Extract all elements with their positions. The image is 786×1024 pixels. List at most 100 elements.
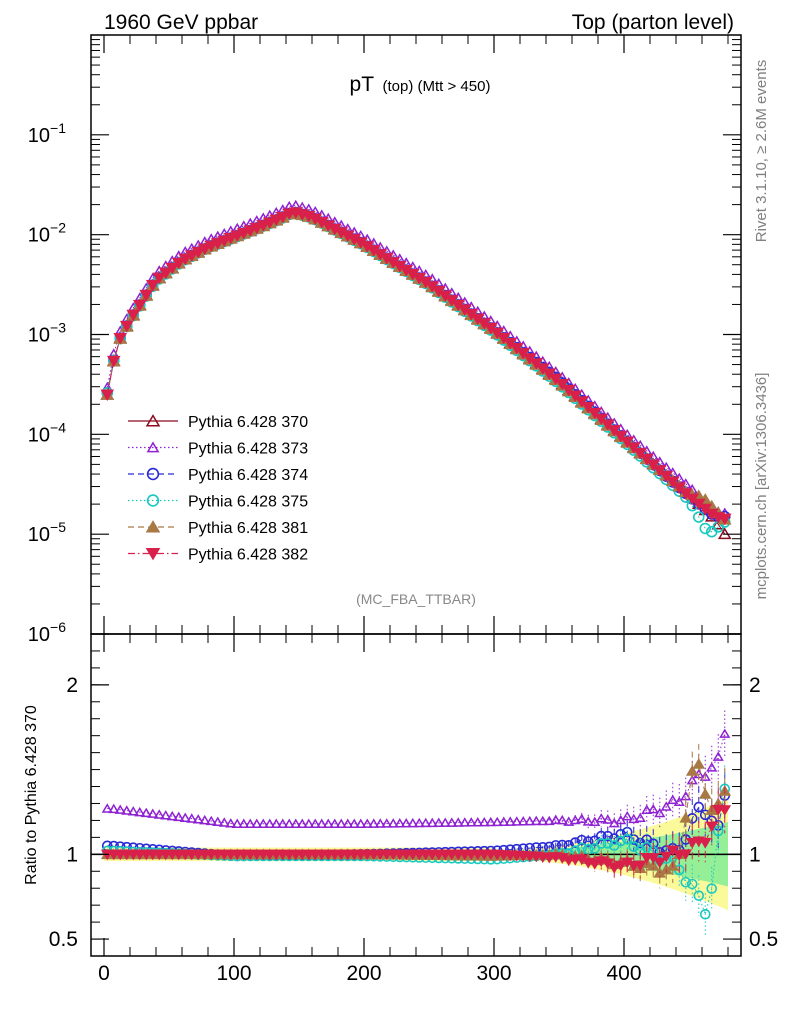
legend-marker	[145, 414, 161, 427]
ratio-point	[446, 817, 458, 827]
ratio-point	[335, 818, 347, 828]
ratio-point	[556, 814, 568, 825]
data-point	[197, 243, 212, 256]
ratio-point	[667, 794, 679, 804]
chart-title-sub: (top) (Mtt > 450)	[383, 78, 491, 95]
ratio-point	[485, 816, 497, 827]
ratio-y-axis: 0.5 0.5 1 1 2 2	[49, 650, 778, 951]
data-point	[152, 272, 167, 285]
legend-label: Pythia 6.428 381	[188, 520, 308, 537]
legend-label: Pythia 6.428 370	[188, 414, 308, 431]
ratio-point	[634, 812, 646, 823]
ratio-point	[283, 818, 295, 828]
chart-title: pT (top) (Mtt > 450)	[350, 73, 491, 96]
data-point	[223, 233, 238, 245]
ratio-point	[101, 803, 113, 813]
ratio-point	[342, 818, 354, 828]
legend-item: Pythia 6.428 374	[128, 467, 308, 484]
ratio-point	[472, 817, 484, 827]
data-point	[561, 384, 576, 397]
ratio-pythia-6-428-382	[100, 786, 732, 879]
data-point	[230, 230, 245, 243]
x-axis: 0 100 200 300 400	[98, 35, 729, 985]
ratio-point	[199, 814, 211, 825]
ratio-point	[582, 816, 594, 826]
ratio-y-tick-label-right: 0.5	[749, 928, 778, 951]
legend-label: Pythia 6.428 382	[188, 547, 308, 564]
ratio-point	[394, 818, 406, 828]
data-point	[171, 257, 186, 270]
ratio-point	[679, 849, 693, 861]
ratio-point	[368, 818, 380, 828]
ratio-series-layer	[100, 710, 732, 936]
ratio-point	[290, 818, 302, 828]
ratio-point	[679, 811, 693, 823]
ratio-point	[595, 813, 607, 823]
ratio-point	[680, 876, 692, 888]
ratio-point	[653, 857, 667, 869]
header-right: Top (parton level)	[572, 11, 734, 34]
data-point	[210, 238, 225, 250]
data-point	[139, 289, 154, 302]
x-tick-label: 200	[346, 962, 381, 985]
ratio-point	[524, 815, 536, 826]
ratio-point	[452, 817, 464, 827]
ratio-y-tick-label: 0.5	[49, 928, 78, 951]
ratio-point	[692, 758, 706, 769]
x-tick-label: 400	[606, 962, 641, 985]
ratio-y-tick-label-right: 1	[749, 843, 761, 866]
ratio-point	[160, 810, 172, 820]
ratio-point	[607, 862, 621, 874]
ratio-point	[504, 816, 516, 826]
ratio-point	[231, 818, 243, 828]
analysis-watermark: (MC_FBA_TTBAR)	[356, 591, 476, 607]
ratio-point	[582, 836, 594, 847]
ratio-point	[257, 818, 269, 828]
ratio-point	[706, 762, 718, 772]
ratio-point	[303, 818, 315, 828]
ratio-point	[322, 818, 334, 828]
ratio-point	[361, 818, 373, 828]
ratio-point	[192, 814, 204, 824]
data-point	[665, 476, 680, 489]
ratio-point	[693, 890, 705, 901]
main-panel-frame	[90, 34, 742, 635]
data-point	[249, 222, 264, 235]
ratio-point	[569, 814, 581, 825]
ratio-point	[108, 803, 120, 814]
data-point	[652, 465, 667, 477]
ratio-point	[498, 816, 510, 827]
ratio-point	[114, 804, 126, 814]
chart-title-main: pT	[350, 73, 375, 96]
rivet-label: Rivet 3.1.10, ≥ 2.6M events	[753, 60, 770, 243]
ratio-point	[659, 851, 673, 863]
data-point	[548, 373, 563, 386]
ratio-point	[296, 818, 308, 828]
data-point	[184, 250, 199, 262]
legend-item: Pythia 6.428 381	[128, 520, 308, 537]
ratio-point	[244, 818, 256, 828]
data-point	[204, 240, 219, 253]
data-point	[191, 247, 206, 259]
ratio-point	[465, 817, 477, 827]
data-point	[145, 280, 160, 292]
data-point	[236, 227, 251, 240]
ratio-point	[186, 813, 198, 823]
ratio-point	[374, 818, 386, 828]
ratio-point	[719, 728, 731, 738]
ratio-point	[491, 816, 503, 827]
x-tick-label: 300	[476, 962, 511, 985]
y-tick-label: 10−2	[28, 220, 66, 247]
ratio-point	[264, 818, 276, 828]
data-point	[587, 407, 602, 420]
ratio-point	[621, 833, 633, 845]
legend-marker	[145, 547, 161, 561]
data-point	[659, 471, 674, 483]
ratio-point	[348, 818, 360, 828]
ratio-point	[205, 815, 217, 826]
legend-label: Pythia 6.428 373	[188, 441, 308, 458]
ratio-y-tick-label-right: 2	[749, 674, 761, 697]
data-point	[262, 217, 277, 230]
ratio-point	[420, 817, 432, 828]
